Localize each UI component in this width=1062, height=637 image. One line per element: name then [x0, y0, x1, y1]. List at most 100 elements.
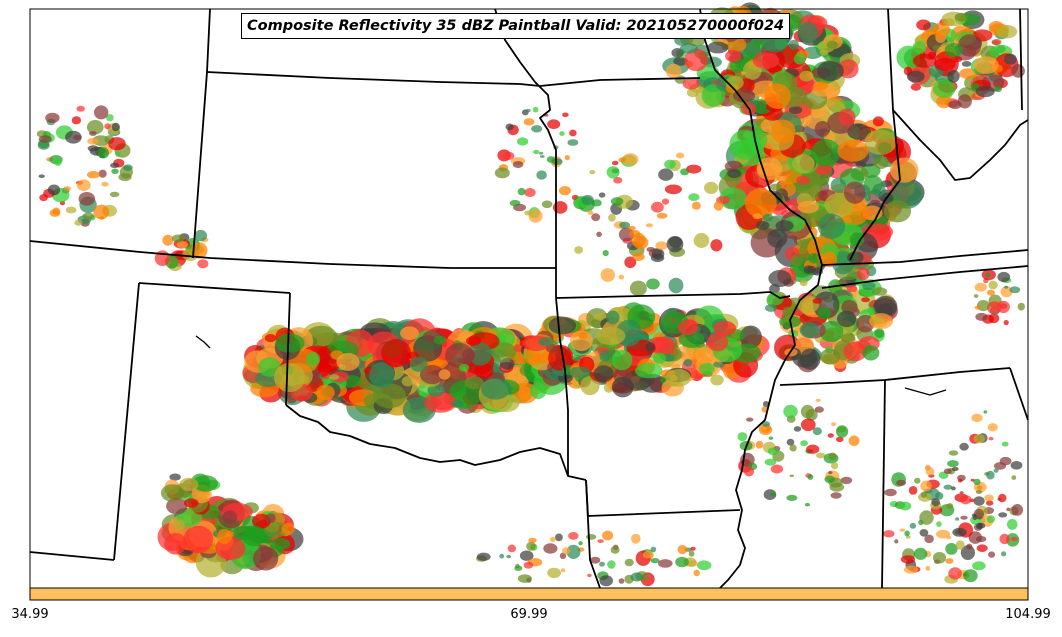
paintball-blob: [193, 475, 219, 492]
paintball-blob: [762, 401, 770, 408]
paintball-blob: [973, 294, 979, 298]
paintball-blob: [183, 498, 199, 508]
paintball-blob: [819, 348, 841, 365]
paintball-blob: [38, 135, 52, 143]
paintball-blob: [315, 357, 340, 373]
paintball-blob: [799, 348, 821, 370]
paintball-blob: [713, 320, 736, 336]
paintball-blob: [727, 169, 742, 179]
paintball-blob: [828, 471, 833, 475]
paintball-blob: [539, 155, 545, 158]
paintball-blob: [622, 153, 639, 166]
paintball-blob: [559, 186, 571, 196]
paintball-blob: [817, 213, 846, 239]
border-ky-tn: [821, 265, 1029, 289]
paintball-blob: [523, 118, 535, 126]
paintball-blob: [756, 157, 783, 181]
paintball-blob: [54, 158, 62, 166]
paintball-blob: [988, 437, 994, 441]
paintball-blob: [519, 550, 534, 561]
paintball-blob: [945, 543, 958, 555]
paintball-blob: [1003, 320, 1009, 326]
paintball-blob: [976, 485, 983, 491]
paintball-blob: [975, 490, 983, 494]
paintball-blob: [973, 56, 999, 74]
colorbar: [29, 587, 1029, 601]
paintball-blob: [986, 515, 996, 523]
border-ia-mo: [519, 77, 701, 87]
paintball-blob: [837, 310, 857, 328]
paintball-blob: [920, 491, 927, 498]
paintball-blob: [664, 159, 676, 169]
border-indiana-east: [1019, 8, 1023, 111]
paintball-blob: [123, 164, 133, 171]
paintball-blob: [306, 351, 321, 367]
paintball-blob: [693, 569, 700, 577]
paintball-blob: [512, 161, 524, 168]
paintball-blob: [873, 295, 898, 317]
paintball-blob: [819, 49, 829, 56]
paintball-blob: [976, 300, 990, 312]
paintball-blob: [767, 228, 788, 248]
paintball-blob: [599, 561, 605, 567]
paintball-blob: [242, 525, 266, 547]
paintball-blob: [744, 188, 777, 219]
paintball-blob: [985, 273, 991, 278]
paintball-blob: [807, 474, 814, 480]
paintball-blob: [569, 129, 577, 137]
paintball-blob: [1001, 551, 1007, 557]
paintball-blob: [955, 540, 965, 550]
paintball-blob: [835, 436, 844, 443]
paintball-blob: [624, 558, 634, 567]
paintball-blob: [797, 295, 820, 314]
paintball-blob: [598, 192, 606, 198]
paintball-blob: [468, 342, 492, 366]
paintball-blob: [932, 22, 951, 38]
paintball-blob: [1000, 286, 1013, 298]
paintball-blob: [986, 470, 995, 480]
paintball-blob: [494, 167, 510, 179]
paintball-blob: [538, 152, 544, 155]
border-ok-ar: [555, 297, 569, 476]
paintball-blob: [862, 281, 876, 291]
paintball-blob: [1004, 53, 1017, 65]
paintball-blob: [506, 554, 512, 559]
paintball-blob: [806, 265, 817, 273]
paintball-blob: [919, 510, 934, 525]
paintball-blob: [688, 193, 700, 202]
paintball-blob: [45, 112, 60, 123]
paintball-blob: [523, 348, 542, 365]
paintball-blob: [912, 41, 927, 55]
paintball-blob: [812, 298, 823, 304]
paintball-blob: [562, 112, 569, 118]
paintball-blob: [998, 512, 1008, 518]
paintball-blob: [47, 184, 61, 196]
paintball-blob: [792, 154, 815, 174]
paintball-blob: [690, 546, 696, 551]
paintball-blob: [526, 541, 536, 551]
paintball-blob: [920, 480, 932, 492]
paintball-blob: [763, 489, 777, 500]
paintball-blob: [849, 232, 865, 247]
paintball-blob: [894, 539, 899, 544]
paintball-blob: [815, 398, 821, 402]
paintball-blob: [574, 246, 583, 254]
paintball-blob: [872, 287, 888, 296]
border-missouri-river: [494, 8, 557, 268]
paintball-blob: [653, 352, 666, 364]
paintball-blob: [693, 233, 710, 248]
paintball-blob: [222, 510, 238, 525]
paintball-blob: [37, 141, 50, 150]
paintball-blob: [928, 51, 936, 59]
paintball-blob: [973, 478, 981, 486]
paintball-blob: [509, 199, 521, 207]
paintball-blob: [830, 177, 846, 193]
paintball-blob: [194, 229, 208, 242]
paintball-blob: [828, 452, 837, 461]
paintball-blob: [464, 376, 484, 390]
paintball-blob: [552, 201, 568, 214]
paintball-blob: [847, 251, 864, 264]
paintball-blob: [560, 568, 566, 573]
paintball-blob: [668, 277, 684, 294]
paintball-blob: [275, 333, 305, 353]
